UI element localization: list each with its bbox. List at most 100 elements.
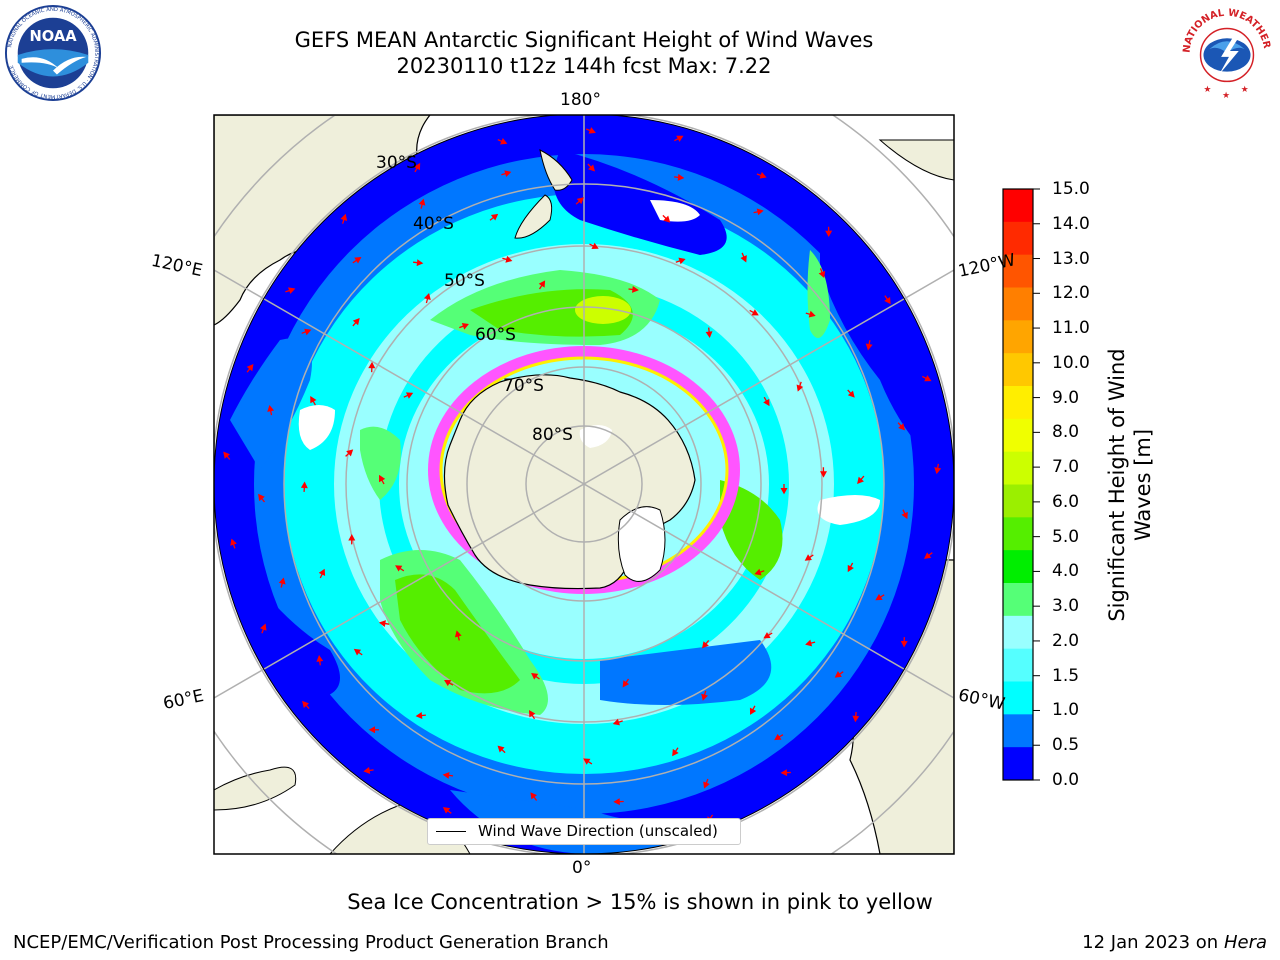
colorbar-segment: [1003, 484, 1033, 518]
colorbar-tick-label: 15.0: [1052, 179, 1090, 199]
wave-arrow-head: [260, 623, 267, 631]
colorbar-tick-label: 13.0: [1052, 248, 1090, 269]
graticule: [214, 115, 954, 854]
footer-host: Hera: [1223, 932, 1267, 953]
wave-arrow-head: [504, 170, 512, 178]
colorbar-segment: [1003, 451, 1033, 485]
wave-arrow-head: [622, 680, 630, 688]
wave-arrow-head: [588, 164, 596, 172]
wave-arrow-head: [678, 257, 686, 265]
wave-arrow-head: [423, 293, 431, 300]
wave-arrow-head: [442, 807, 451, 814]
colorbar-tick-label: 9.0: [1052, 387, 1080, 408]
wave-arrow-head: [267, 404, 275, 412]
colorbar-segment: [1003, 287, 1033, 321]
lat-label-70s: 70°S: [503, 376, 544, 396]
wave-arrow-head: [363, 767, 371, 775]
wave-arrow-head: [865, 343, 873, 351]
noaa-text: NOAA: [29, 28, 77, 45]
wave-arrow-head: [705, 331, 713, 338]
wave-arrow-head: [825, 230, 833, 238]
wave-arrow-head: [583, 758, 591, 765]
wave-arrow-head: [663, 215, 671, 223]
colorbar-segment: [1003, 189, 1033, 223]
wave-arrow-head: [924, 552, 932, 559]
wave-arrow-head: [763, 398, 770, 407]
colorbar-segment: [1003, 747, 1033, 781]
colorbar-tick-label: 6.0: [1052, 491, 1080, 512]
wave-arrow-head: [677, 173, 685, 181]
wave-arrow-head: [805, 639, 813, 647]
footer-date-text: 12 Jan 2023 on: [1082, 932, 1224, 953]
colorbar-tick-label: 4.0: [1052, 561, 1080, 582]
colorbar-label-text: Significant Height of Wind Waves [m]: [1105, 348, 1155, 622]
wave-arrow-head: [834, 671, 842, 678]
wave-direction-arrows: [223, 127, 942, 843]
wave-arrow-head: [632, 285, 639, 293]
wave-arrow-head: [576, 197, 584, 205]
colorbar-segment: [1003, 418, 1033, 453]
wave-arrow-head: [900, 641, 908, 648]
wave-arrow-head: [444, 680, 452, 687]
wave-arrow-head: [852, 715, 860, 723]
wave-arrow-head: [756, 208, 764, 216]
wave-arrow-head: [368, 361, 376, 369]
wave-arrow-head: [875, 593, 883, 601]
wave-arrow-head: [246, 364, 254, 372]
wave-arrow-head: [901, 511, 908, 520]
colorbar-tick-label: 2.0: [1052, 630, 1080, 651]
wave-arrow-head: [378, 620, 386, 627]
wave-arrow-head: [884, 296, 891, 305]
lat-label-60s: 60°S: [475, 325, 516, 345]
lon-label-180: 180°: [560, 90, 601, 110]
wave-arrow-head: [763, 632, 771, 639]
wave-arrow-head: [500, 138, 508, 145]
wave-arrow-head: [612, 718, 620, 726]
colorbar-tick-label: 14.0: [1052, 213, 1090, 234]
nws-logo-icon: NATIONAL WEATHER SERVICE ★ ★ ★: [1177, 4, 1275, 101]
wave-arrow-head: [774, 733, 782, 741]
colorbar-tick-label: 11.0: [1052, 318, 1090, 339]
colorbar-segment: [1003, 221, 1033, 256]
colorbar-tick-label: 7.0: [1052, 457, 1080, 478]
wave-arrow-head: [702, 641, 709, 649]
colorbar-segment: [1003, 648, 1033, 682]
svg-text:★: ★: [1203, 85, 1211, 95]
wave-arrow-head: [703, 781, 710, 789]
wave-arrow-head: [505, 255, 513, 263]
wave-arrow-head: [780, 769, 788, 777]
wave-arrow-head: [613, 798, 620, 806]
wave-arrow-head: [497, 745, 505, 753]
wave-arrow-head: [818, 270, 826, 279]
wave-arrow-head: [701, 693, 708, 701]
colorbar-tick-label: 5.0: [1052, 526, 1080, 547]
wave-arrow-head: [591, 242, 599, 249]
chart-subtitle: 20230110 t12z 144h fcst Max: 7.22: [396, 54, 772, 78]
wave-arrow-head: [288, 287, 296, 294]
wave-arrow-head: [759, 171, 767, 179]
wave-arrow-head: [418, 198, 426, 206]
svg-text:★: ★: [1222, 91, 1230, 101]
wave-arrow-head: [808, 310, 816, 318]
wave-arrow-head: [847, 564, 854, 573]
sea-ice-caption: Sea Ice Concentration > 15% is shown in …: [347, 890, 933, 914]
colorbar-segment: [1003, 583, 1033, 617]
colorbar-segment: [1003, 320, 1033, 354]
wave-arrow-head: [258, 493, 265, 502]
footer-date: 12 Jan 2023 on Hera: [1082, 932, 1267, 953]
wave-arrow-head: [538, 280, 546, 288]
wave-arrow-head: [454, 630, 462, 638]
wave-arrow-head: [804, 554, 812, 561]
colorbar-segment: [1003, 386, 1033, 420]
lat-label-30s: 30°S: [376, 153, 417, 173]
wave-arrow-head: [530, 792, 537, 800]
colorbar: [1003, 188, 1040, 781]
colorbar-segment: [1003, 615, 1033, 650]
wave-arrow-head: [857, 476, 864, 484]
wave-arrow-head: [780, 487, 788, 495]
wave-arrow-head: [847, 390, 855, 398]
wave-arrow-head: [302, 700, 309, 709]
wave-arrow-head: [528, 710, 536, 718]
wave-arrow-head: [531, 673, 539, 680]
wave-arrow-head: [672, 748, 679, 757]
